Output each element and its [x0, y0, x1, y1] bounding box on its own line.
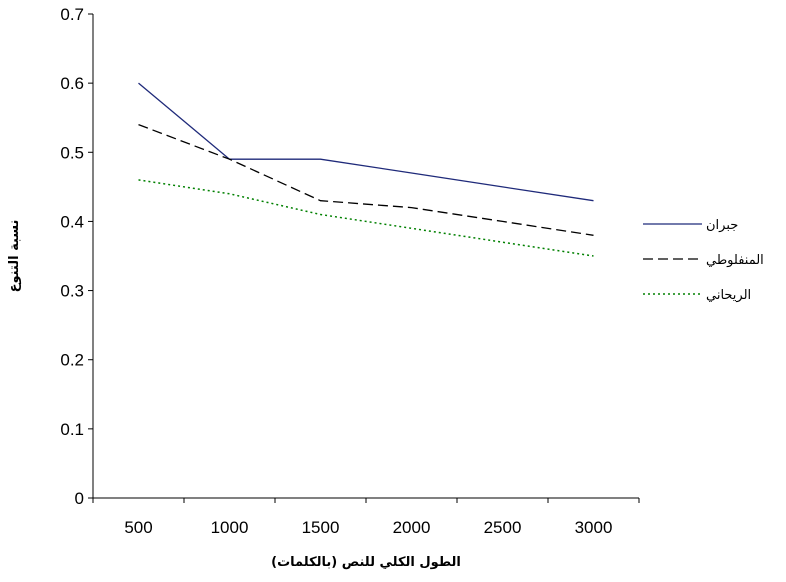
y-tick-label: 0.3	[60, 282, 84, 301]
y-tick-label: 0.6	[60, 74, 84, 93]
series-line	[139, 180, 594, 256]
y-tick-label: 0	[75, 489, 84, 508]
x-tick-label: 3000	[575, 518, 613, 537]
y-tick-label: 0.7	[60, 5, 84, 24]
x-tick-label: 1000	[211, 518, 249, 537]
y-axis-title: نسبة التنوع	[7, 220, 22, 293]
legend: جبران المنفلوطي الريحاني	[643, 218, 764, 303]
series-lines	[139, 83, 594, 256]
y-tick-label: 0.5	[60, 143, 84, 162]
legend-label: المنفلوطي	[706, 253, 764, 268]
x-tick-label: 500	[124, 518, 152, 537]
y-ticks: 0 0.1 0.2 0.3 0.4 0.5 0.6 0.7	[60, 5, 93, 508]
x-tick-label: 2500	[484, 518, 522, 537]
x-axis-title: الطول الكلي للنص (بالكلمات)	[271, 555, 461, 570]
series-line	[139, 83, 594, 201]
y-tick-label: 0.1	[60, 420, 84, 439]
legend-label: جبران	[706, 218, 738, 233]
y-tick-label: 0.4	[60, 212, 84, 231]
y-tick-label: 0.2	[60, 351, 84, 370]
x-tick-label: 1500	[302, 518, 340, 537]
series-line	[139, 125, 594, 236]
x-tick-label: 2000	[393, 518, 431, 537]
legend-label: الريحاني	[706, 288, 751, 303]
x-ticks: 500 1000 1500 2000 2500 3000	[93, 498, 639, 537]
